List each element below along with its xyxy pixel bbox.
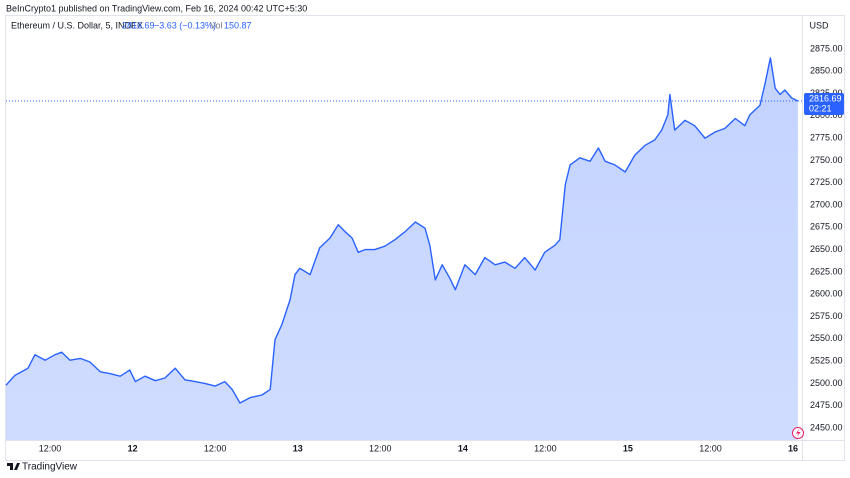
x-tick-label: 12:00 [39, 443, 62, 453]
footer-brand: TradingView [22, 462, 78, 473]
y-tick-label: 2725.00 [810, 177, 843, 187]
y-tick-label: 2475.00 [810, 400, 843, 410]
y-tick-label: 2525.00 [810, 355, 843, 365]
y-tick-label: 2875.00 [810, 43, 843, 53]
price-line [5, 57, 799, 404]
legend-price: 2816.69 [122, 20, 155, 30]
logo-mark [7, 463, 20, 470]
y-tick-label: 2825.00 [810, 88, 843, 98]
last-price-tag [804, 92, 844, 115]
y-tick-label: 2750.00 [810, 155, 843, 165]
legend-volume: 150.87 [224, 20, 252, 30]
header: BeInCrypto1 published on TradingView.com… [6, 3, 307, 13]
y-tick-label: 2700.00 [810, 199, 843, 209]
legend-change: −3.63 (−0.13%) [154, 20, 216, 30]
y-tick-label: 2775.00 [810, 133, 843, 143]
countdown-label: 02:21 [809, 103, 832, 113]
y-tick-label: 2625.00 [810, 266, 843, 276]
y-tick-label: 2650.00 [810, 244, 843, 254]
x-tick-label: 16 [788, 443, 798, 453]
x-tick-label: 12:00 [534, 443, 557, 453]
y-tick-label: 2850.00 [810, 66, 843, 76]
x-tick-label: 12:00 [699, 443, 722, 453]
y-tick-label: 2575.00 [810, 311, 843, 321]
legend-volume-label: Vol [210, 20, 223, 30]
event-icon-bolt [796, 429, 801, 437]
legend-symbol: Ethereum / U.S. Dollar, 5, INDEX [11, 20, 143, 30]
y-tick-label: 2800.00 [810, 110, 843, 120]
last-price-label: 2816.69 [809, 93, 842, 103]
logo: TradingView [7, 462, 78, 473]
x-tick-label: 12 [128, 443, 138, 453]
area-fill [6, 57, 798, 441]
x-tick-label: 14 [458, 443, 468, 453]
x-tick-label: 12:00 [369, 443, 392, 453]
x-tick-label: 15 [623, 443, 633, 453]
currency: USD [809, 20, 829, 30]
x-tick-label: 12:00 [204, 443, 227, 453]
y-tick-label: 2500.00 [810, 378, 843, 388]
x-tick-label: 13 [293, 443, 303, 453]
plot [5, 57, 802, 441]
frame [5, 15, 845, 461]
y-tick-label: 2600.00 [810, 289, 843, 299]
y-tick-label: 2675.00 [810, 222, 843, 232]
y-tick-label: 2450.00 [810, 422, 843, 432]
y-tick-label: 2550.00 [810, 333, 843, 343]
